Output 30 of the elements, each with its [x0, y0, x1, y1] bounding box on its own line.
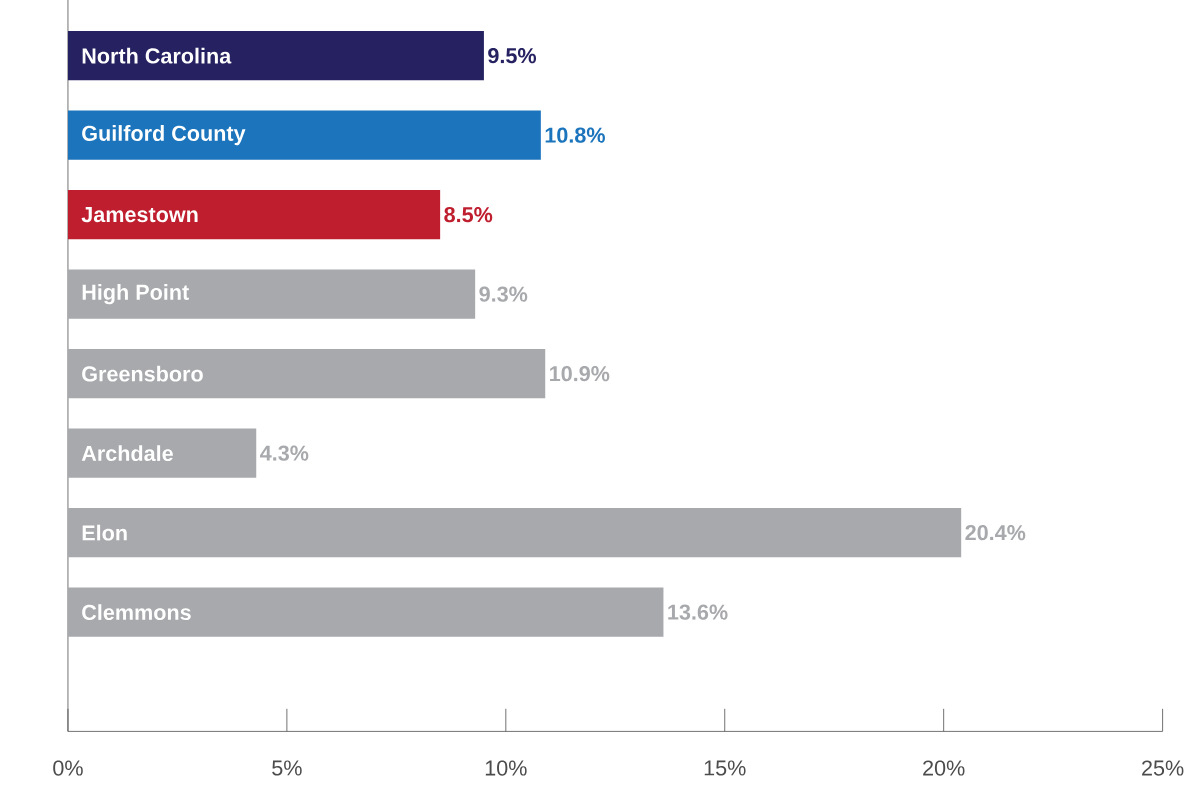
data-label: 13.6% — [668, 604, 728, 620]
data-label: 8.5% — [444, 206, 493, 223]
bar — [67, 507, 962, 558]
x-tick-label: 5% — [272, 760, 302, 776]
data-label: 10.9% — [550, 365, 610, 382]
bar — [67, 189, 441, 240]
y-tick-label: Archdale — [81, 445, 173, 462]
y-tick-label: Jamestown — [81, 207, 198, 223]
x-tick-label: 10% — [485, 760, 527, 776]
y-tick-label: Elon — [82, 524, 127, 541]
data-label: 4.3% — [260, 445, 309, 461]
y-tick-label: Clemmons — [82, 604, 191, 621]
x-tick-label: 25% — [1142, 760, 1184, 776]
data-label: 9.5% — [488, 47, 537, 64]
bar — [67, 348, 546, 399]
data-label: 9.3% — [479, 286, 528, 302]
y-tick-label: Greensboro — [82, 365, 203, 382]
bar — [67, 269, 476, 319]
x-tick-label: 20% — [923, 760, 965, 776]
bar — [67, 30, 484, 81]
y-tick-label: Guilford County — [82, 125, 246, 146]
bar — [67, 110, 541, 160]
bar — [67, 587, 664, 637]
y-tick-label: North Carolina — [82, 47, 232, 64]
y-tick-label: High Point — [82, 283, 189, 305]
bar — [67, 428, 257, 478]
data-label: 20.4% — [965, 524, 1026, 541]
data-label: 10.8% — [545, 127, 605, 143]
x-tick-label: 0% — [53, 760, 83, 776]
x-tick-label: 15% — [704, 760, 746, 776]
